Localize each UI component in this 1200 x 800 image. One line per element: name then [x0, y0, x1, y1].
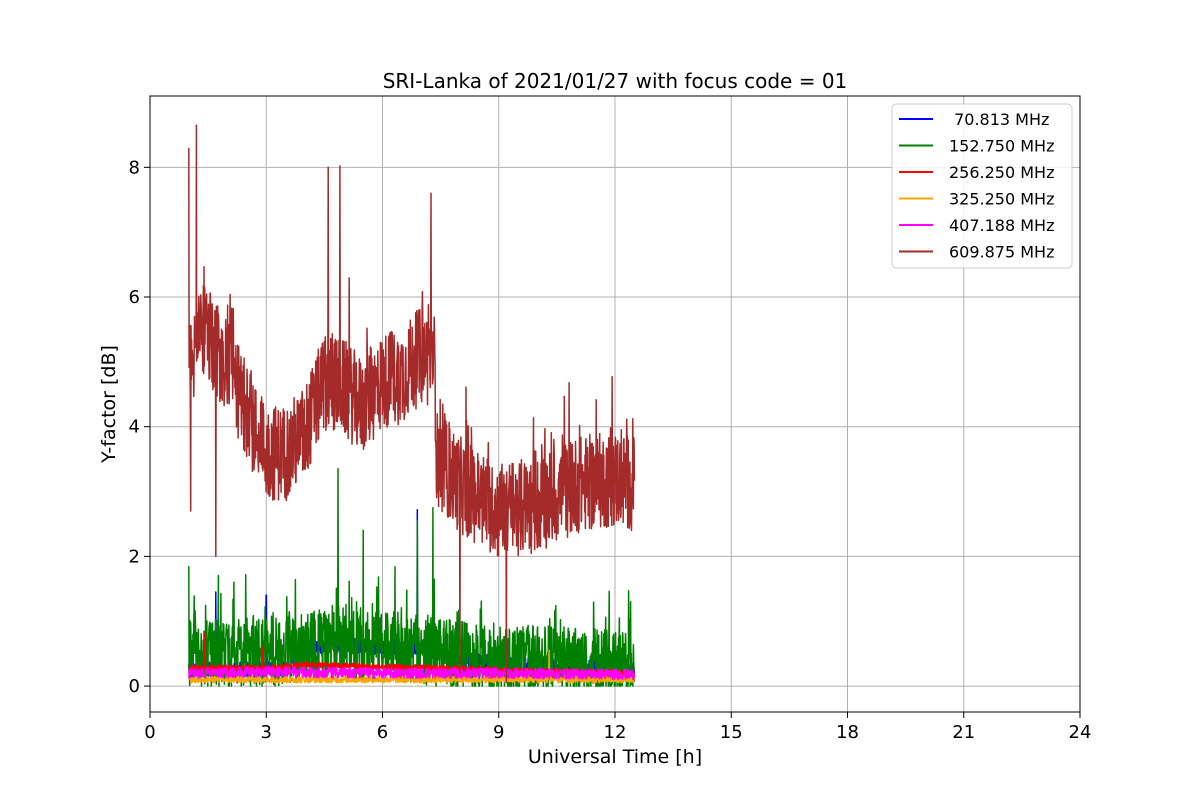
legend-label: 70.813 MHz	[949, 110, 1049, 129]
series-line	[188, 649, 636, 684]
x-tick-label: 24	[1069, 722, 1092, 743]
y-tick-label: 2	[129, 546, 140, 567]
legend-label: 407.188 MHz	[949, 216, 1054, 235]
x-tick-label: 9	[493, 722, 504, 743]
x-axis-label: Universal Time [h]	[528, 746, 702, 768]
y-tick-label: 6	[129, 287, 140, 308]
legend-label: 609.875 MHz	[949, 243, 1054, 262]
series-line	[188, 468, 636, 687]
series-line	[188, 666, 636, 681]
y-tick-label: 8	[129, 157, 140, 178]
legend-label: 152.750 MHz	[949, 137, 1054, 156]
x-tick-label: 15	[720, 722, 743, 743]
chart-title: SRI-Lanka of 2021/01/27 with focus code …	[383, 69, 848, 93]
x-tick-label: 21	[952, 722, 975, 743]
legend: 70.813 MHz 152.750 MHz 256.250 MHz 325.250 …	[891, 103, 1073, 269]
x-tick-label: 12	[604, 722, 627, 743]
x-tick-label: 6	[377, 722, 388, 743]
y-tick-label: 0	[129, 676, 140, 697]
y-tick-label: 4	[129, 417, 140, 438]
series-line	[188, 124, 636, 684]
x-tick-label: 0	[144, 722, 155, 743]
legend-box	[891, 103, 1073, 269]
legend-label: 325.250 MHz	[949, 190, 1054, 209]
x-tick-label: 18	[836, 722, 859, 743]
legend-label: 256.250 MHz	[949, 163, 1054, 182]
y-axis-label: Y-factor [dB]	[98, 345, 120, 464]
series-layer	[188, 124, 636, 687]
x-tick-label: 3	[261, 722, 272, 743]
